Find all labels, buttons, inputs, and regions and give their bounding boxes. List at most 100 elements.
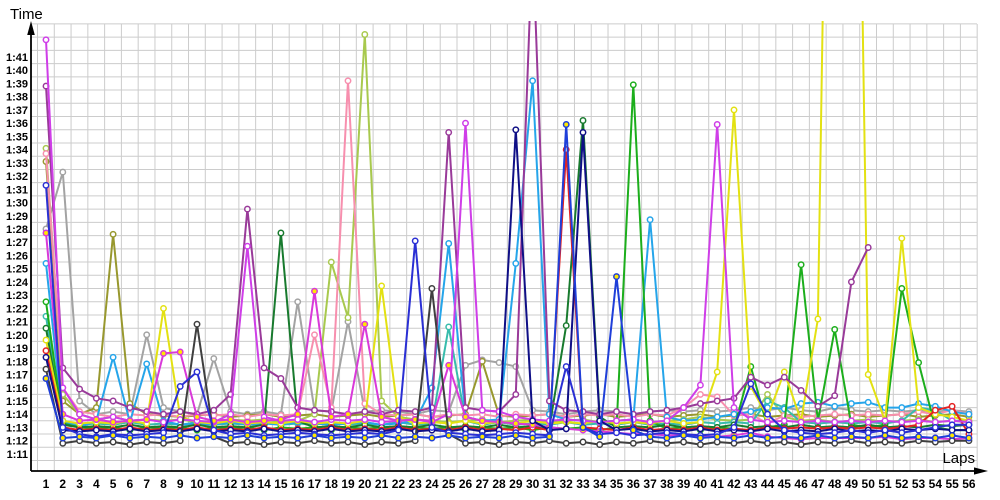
- data-point: [579, 117, 587, 124]
- x-tick-label: 20: [358, 477, 372, 491]
- data-point: [562, 439, 570, 447]
- y-tick-label: 1:29: [6, 211, 28, 223]
- y-tick-label: 1:25: [6, 264, 28, 276]
- data-point: [109, 431, 117, 439]
- data-point: [260, 425, 268, 433]
- x-tick-label: 21: [375, 477, 389, 491]
- y-tick-label: 1:26: [6, 250, 28, 262]
- data-point: [445, 323, 453, 331]
- data-point: [143, 416, 151, 423]
- data-point: [764, 425, 771, 433]
- x-tick-label: 31: [543, 477, 557, 491]
- data-point: [76, 410, 84, 418]
- data-point: [847, 433, 855, 441]
- x-tick-label: 25: [442, 477, 456, 491]
- data-point: [629, 426, 637, 434]
- data-point: [915, 426, 923, 434]
- data-point: [294, 298, 302, 306]
- data-point: [344, 77, 352, 85]
- data-point: [814, 402, 822, 410]
- x-tick-label: 39: [677, 477, 691, 491]
- data-point: [42, 181, 50, 189]
- x-tick-label: 30: [526, 477, 540, 491]
- y-tick-label: 1:28: [6, 224, 28, 236]
- data-point: [931, 406, 939, 414]
- data-point: [109, 397, 117, 405]
- data-point: [831, 392, 839, 400]
- data-point: [126, 404, 134, 412]
- x-tick-label: 27: [476, 477, 490, 491]
- y-tick-label: 1:36: [6, 118, 28, 130]
- x-tick-label: 43: [744, 477, 758, 491]
- data-point: [730, 423, 738, 431]
- data-point: [344, 410, 352, 418]
- x-tick-label: 40: [694, 477, 708, 491]
- data-point: [193, 413, 201, 421]
- data-point: [663, 406, 671, 414]
- data-point: [445, 240, 453, 247]
- data-point: [847, 278, 855, 286]
- x-tick-label: 36: [627, 477, 641, 491]
- data-point: [260, 417, 268, 425]
- data-point: [428, 285, 436, 292]
- data-point: [680, 431, 688, 439]
- data-point: [629, 439, 637, 447]
- data-point: [831, 410, 839, 418]
- data-point: [696, 425, 704, 433]
- data-point: [378, 438, 386, 446]
- data-point: [747, 416, 755, 423]
- data-point: [965, 410, 973, 418]
- data-point: [747, 373, 755, 381]
- data-point: [176, 408, 184, 416]
- data-point: [864, 418, 872, 426]
- data-point: [143, 433, 151, 441]
- data-point: [361, 416, 369, 423]
- y-tick-label: 1:37: [6, 105, 28, 117]
- data-point: [92, 394, 100, 402]
- data-point: [327, 413, 335, 421]
- data-point: [160, 349, 167, 357]
- y-tick-label: 1:27: [6, 237, 28, 249]
- data-point: [160, 418, 167, 426]
- y-tick-label: 1:11: [7, 449, 28, 461]
- data-point: [126, 425, 134, 433]
- data-point: [814, 417, 822, 425]
- data-point: [696, 381, 704, 389]
- data-point: [864, 398, 872, 406]
- data-point: [394, 426, 402, 434]
- data-point: [613, 408, 620, 416]
- y-tick-label: 1:39: [6, 78, 28, 90]
- x-tick-label: 46: [794, 477, 808, 491]
- y-tick-label: 1:24: [6, 277, 29, 289]
- y-tick-label: 1:12: [6, 436, 28, 448]
- data-point: [864, 434, 872, 442]
- y-tick-label: 1:13: [6, 422, 28, 434]
- data-point: [915, 433, 923, 441]
- data-point: [713, 397, 721, 405]
- data-point: [780, 433, 788, 441]
- data-point: [780, 373, 788, 381]
- data-point: [713, 121, 721, 128]
- x-tick-label: 56: [962, 477, 976, 491]
- x-tick-label: 26: [459, 477, 473, 491]
- data-point: [780, 426, 788, 434]
- data-point: [92, 434, 100, 442]
- data-point: [948, 431, 956, 439]
- data-point: [915, 417, 923, 425]
- data-point: [512, 259, 520, 267]
- x-tick-label: 16: [291, 477, 305, 491]
- data-point: [730, 410, 738, 418]
- data-point: [613, 417, 620, 425]
- y-tick-label: 1:32: [6, 171, 28, 183]
- data-point: [847, 417, 855, 425]
- data-point: [160, 410, 167, 418]
- data-point: [696, 400, 704, 408]
- data-point: [361, 408, 369, 416]
- x-tick-label: 1: [43, 477, 50, 491]
- data-point: [579, 438, 587, 446]
- data-point: [831, 326, 839, 333]
- data-point: [344, 433, 352, 441]
- x-tick-label: 22: [392, 477, 406, 491]
- data-point: [512, 126, 520, 134]
- data-point: [495, 434, 503, 442]
